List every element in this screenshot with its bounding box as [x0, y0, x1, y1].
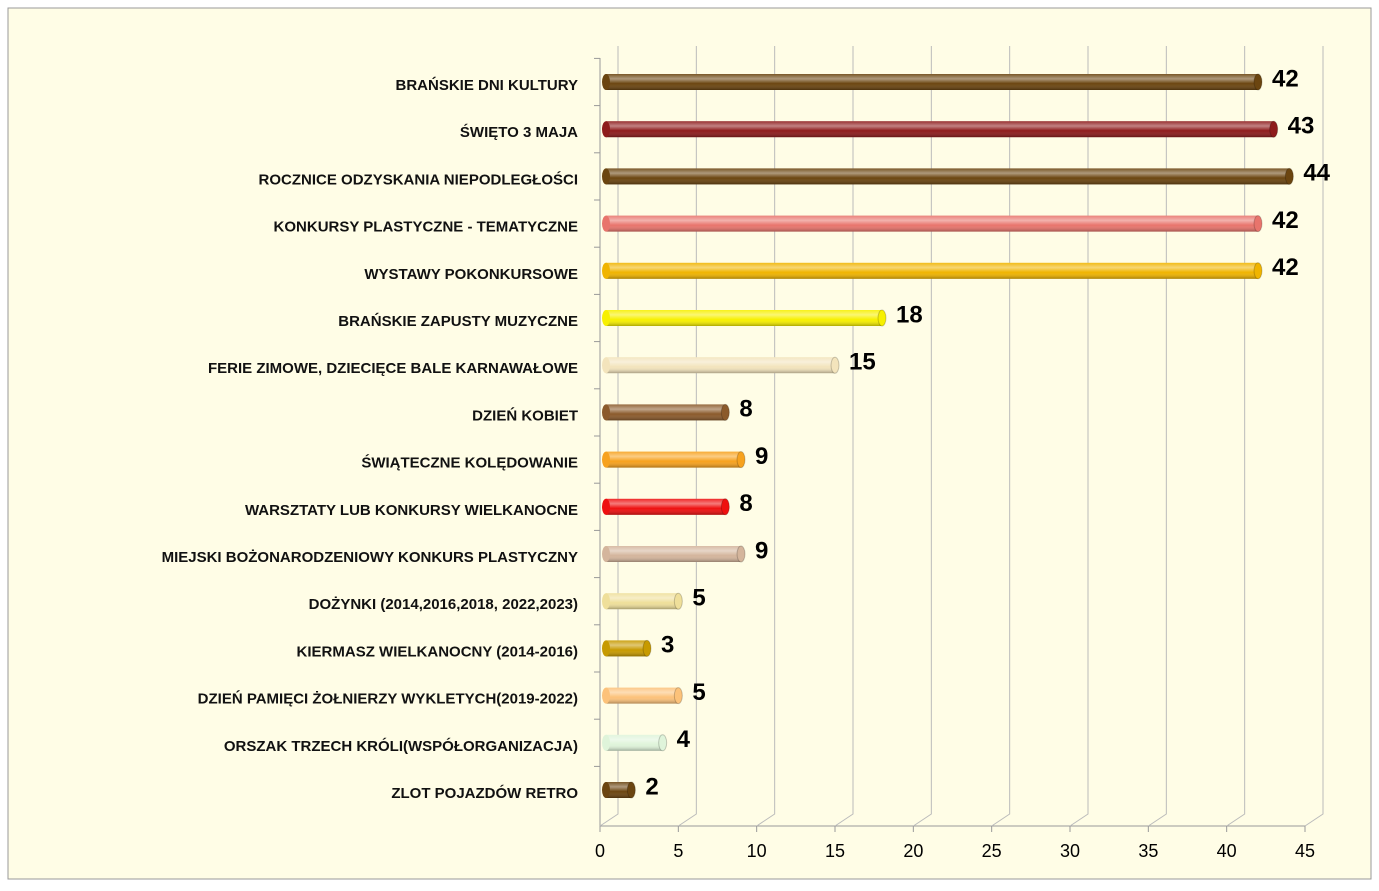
data-label: 3 — [661, 632, 674, 659]
data-label: 15 — [849, 349, 876, 376]
x-tick-label: 0 — [595, 841, 605, 861]
data-label: 43 — [1288, 113, 1315, 140]
grid-line — [756, 46, 776, 827]
data-label: 42 — [1272, 65, 1299, 92]
y-tick-label: MIEJSKI BOŻONARODZENIOWY KONKURS PLASTYC… — [162, 549, 578, 566]
grid-line — [1069, 46, 1089, 827]
y-tick-label: WARSZTATY LUB KONKURSY WIELKANOCNE — [245, 502, 578, 519]
bar — [602, 592, 683, 610]
y-tick-label: KIERMASZ WIELKANOCNY (2014-2016) — [297, 643, 578, 660]
bar — [602, 639, 652, 657]
bar — [602, 262, 1263, 280]
y-tick-label: DOŻYNKI (2014,2016,2018, 2022,2023) — [309, 596, 578, 613]
data-label: 5 — [692, 679, 705, 706]
data-label: 18 — [896, 301, 923, 328]
y-tick-label: ŚWIĘTO 3 MAJA — [460, 123, 578, 141]
y-tick-label: BRAŃSKIE DNI KULTURY — [396, 77, 579, 94]
data-label: 5 — [692, 585, 705, 612]
y-tick-label: ROCZNICE ODZYSKANIA NIEPODLEGŁOŚCI — [259, 170, 578, 188]
data-label: 42 — [1272, 207, 1299, 234]
x-tick-label: 15 — [825, 841, 845, 861]
grid-line — [834, 46, 854, 827]
bar — [602, 73, 1263, 91]
y-tick-label: FERIE ZIMOWE, DZIECIĘCE BALE KARNAWAŁOWE — [208, 360, 578, 377]
grid-line — [913, 46, 932, 827]
data-label: 42 — [1272, 254, 1299, 281]
bar — [602, 687, 683, 705]
bar — [602, 781, 636, 799]
bar — [602, 403, 730, 421]
x-tick-label: 35 — [1138, 841, 1158, 861]
grid-line — [1148, 46, 1167, 827]
y-tick-label: ZLOT POJAZDÓW RETRO — [391, 784, 578, 802]
grid-line — [599, 46, 619, 827]
bar — [602, 167, 1294, 185]
data-label: 9 — [755, 537, 768, 564]
data-label: 44 — [1303, 160, 1330, 187]
data-label: 9 — [755, 443, 768, 470]
bar — [602, 309, 887, 327]
bar — [602, 120, 1279, 138]
bar — [602, 215, 1263, 233]
y-tick-label: DZIEŃ PAMIĘCI ŻOŁNIERZY WYKLETYCH(2019-2… — [198, 691, 578, 708]
x-tick-label: 40 — [1217, 841, 1237, 861]
x-tick-label: 5 — [673, 841, 683, 861]
x-tick-label: 25 — [982, 841, 1002, 861]
data-label: 8 — [739, 490, 752, 517]
bar — [602, 734, 668, 752]
x-tick-label: 10 — [747, 841, 767, 861]
bar — [602, 498, 730, 516]
bar — [602, 451, 746, 469]
y-tick-label: WYSTAWY POKONKURSOWE — [364, 266, 578, 283]
data-label: 2 — [645, 773, 658, 800]
y-tick-label: BRAŃSKIE ZAPUSTY MUZYCZNE — [338, 313, 578, 330]
data-label: 8 — [739, 396, 752, 423]
grid-line — [991, 46, 1011, 827]
grid-line — [1226, 46, 1246, 827]
bar — [602, 545, 746, 563]
y-tick-label: ŚWIĄTECZNE KOLĘDOWANIE — [361, 454, 578, 472]
y-tick-label: DZIEŃ KOBIET — [472, 407, 578, 424]
x-tick-label: 20 — [903, 841, 923, 861]
bar — [602, 356, 840, 374]
background — [7, 7, 1372, 880]
x-tick-label: 45 — [1295, 841, 1315, 861]
grid-line — [678, 46, 697, 827]
data-label: 4 — [677, 726, 691, 753]
grid-line — [1304, 46, 1324, 827]
x-tick-label: 30 — [1060, 841, 1080, 861]
y-tick-label: KONKURSY PLASTYCZNE - TEMATYCZNE — [274, 219, 578, 236]
y-tick-label: ORSZAK TRZECH KRÓLI(WSPÓŁORGANIZACJA) — [224, 737, 578, 755]
